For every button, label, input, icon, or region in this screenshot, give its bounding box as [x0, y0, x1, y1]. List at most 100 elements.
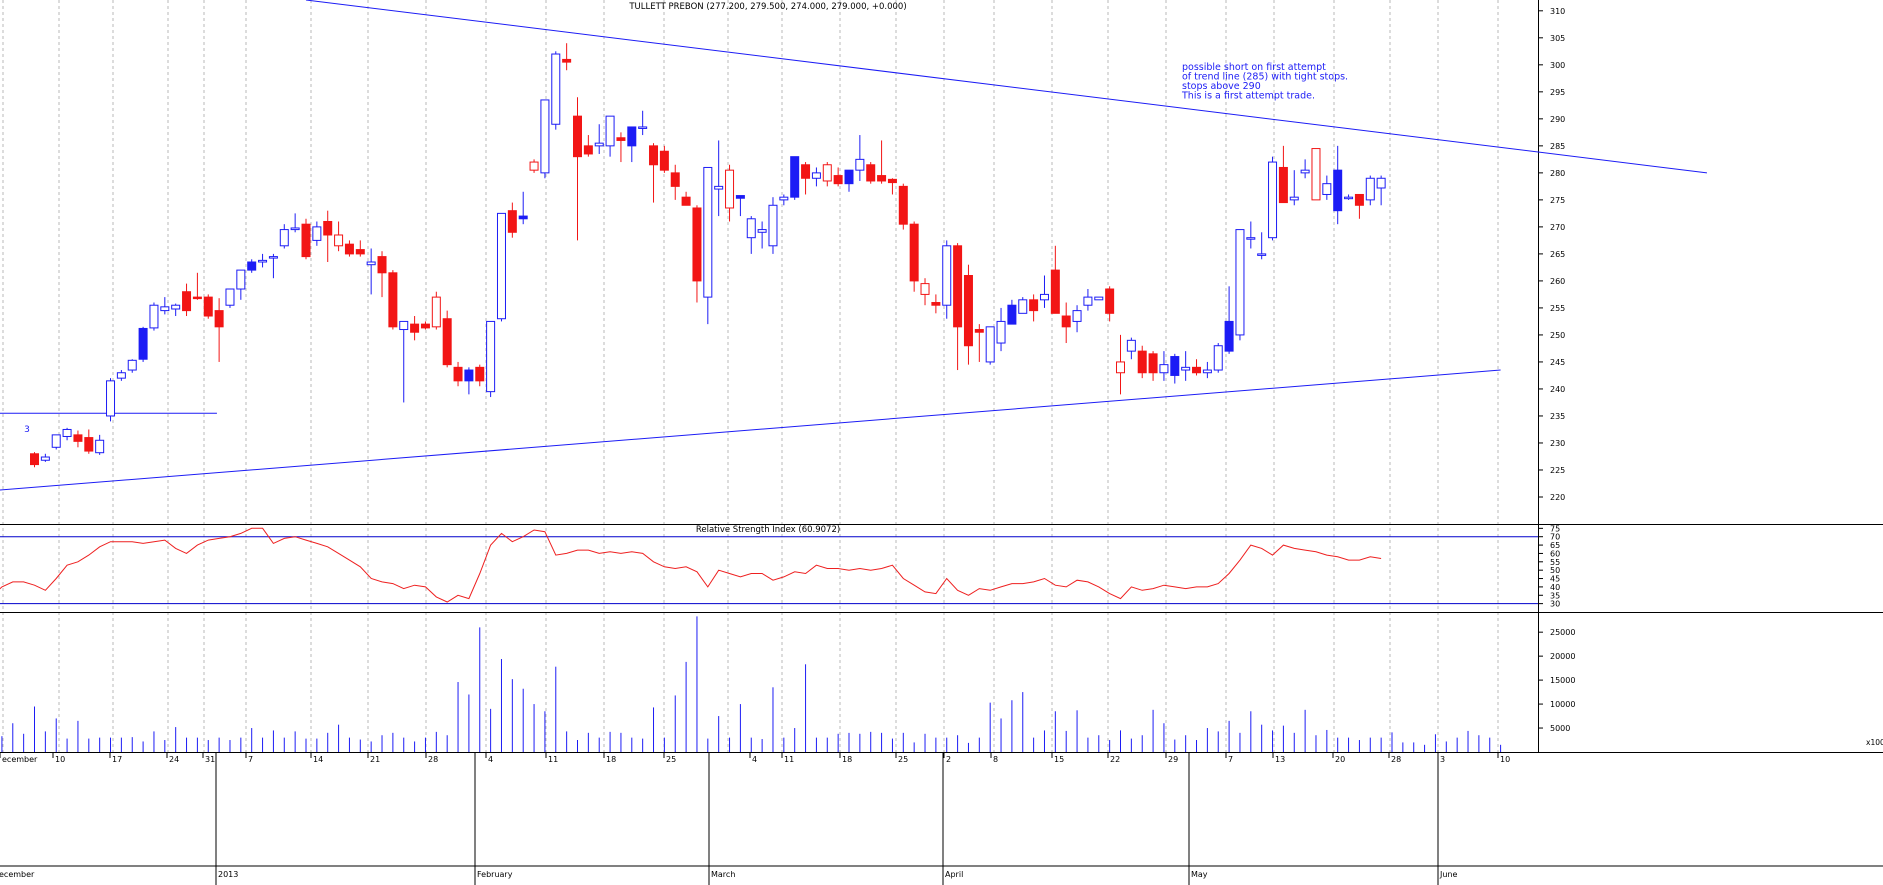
candle — [214, 298, 224, 362]
candle-body — [431, 296, 441, 328]
x-axis: ecember 10 17 24 31 7 14 21 28 4 11 18 25 4 11 18 25 2 8 15… — [0, 752, 1883, 885]
candle — [779, 194, 789, 206]
y-tick-label: 45 — [1550, 575, 1560, 584]
candle — [1311, 148, 1321, 201]
candle-body — [996, 320, 1006, 344]
candle-body — [1202, 369, 1212, 374]
candle — [507, 202, 517, 238]
candle — [931, 294, 941, 314]
x-tick-label: 28 — [428, 755, 438, 764]
rsi-line — [0, 527, 1382, 603]
candle — [486, 320, 496, 398]
volume-y-axis: 5000 10000 15000 20000 25000 — [1538, 628, 1575, 733]
candle-body — [692, 207, 702, 282]
candle-body — [1148, 353, 1158, 374]
candle — [974, 324, 984, 362]
candle-body — [247, 261, 257, 271]
candle-body — [573, 115, 582, 158]
candle-body — [106, 380, 116, 417]
candle-body — [1376, 177, 1386, 189]
candle-body — [920, 283, 930, 295]
candle-body — [887, 178, 897, 184]
candle — [312, 221, 322, 246]
y-tick-label: 275 — [1550, 196, 1565, 205]
candle — [649, 143, 659, 203]
y-tick-label: 285 — [1550, 142, 1565, 151]
candle-body — [877, 175, 887, 182]
y-tick-label: 235 — [1550, 412, 1565, 421]
candle — [453, 361, 463, 387]
candle — [996, 307, 1006, 352]
candle-body — [963, 275, 973, 347]
y-tick-label: 5000 — [1550, 724, 1570, 733]
candle-body — [1007, 304, 1017, 325]
candle — [1116, 334, 1125, 395]
candle-body — [974, 329, 984, 333]
candle — [344, 240, 354, 257]
annotation-line: stops above 290 — [1182, 81, 1261, 92]
x-tick-label: 11 — [548, 755, 558, 764]
candle — [1333, 145, 1343, 225]
candle — [1170, 353, 1180, 384]
annotation-number: 3 — [24, 425, 30, 435]
candle — [301, 218, 311, 260]
candle — [540, 99, 550, 179]
y-tick-label: 60 — [1550, 549, 1560, 558]
annotation-line: possible short on first attempt — [1182, 62, 1326, 73]
candle-body — [833, 175, 843, 185]
candle-body — [1300, 169, 1310, 174]
candle — [171, 303, 181, 317]
candle-body — [236, 269, 246, 290]
candle-body — [420, 323, 430, 329]
candle-body — [1246, 237, 1256, 240]
candle-body — [323, 220, 333, 236]
candle-body — [62, 428, 72, 437]
candle-body — [768, 204, 778, 247]
candle — [909, 221, 919, 292]
candle — [735, 195, 745, 217]
candle — [1300, 159, 1310, 179]
month-label: ecember — [0, 870, 35, 879]
candle — [1007, 299, 1017, 325]
candle-body — [931, 302, 941, 306]
candle — [833, 167, 843, 187]
candle — [1322, 175, 1332, 200]
candle — [681, 191, 691, 206]
y-tick-label: 265 — [1550, 250, 1565, 259]
candle-body — [1050, 269, 1060, 314]
candle — [51, 434, 61, 450]
candle-body — [551, 53, 561, 125]
candle — [62, 427, 72, 441]
candle — [377, 251, 387, 298]
candle — [866, 162, 876, 184]
y-tick-label: 270 — [1550, 223, 1565, 232]
candle-body — [410, 323, 420, 333]
candle — [725, 164, 735, 222]
candle-body — [1018, 299, 1028, 314]
price-panel-title: TULLETT PREBON (277.200, 279.500, 274.00… — [628, 2, 906, 12]
month-label: April — [945, 870, 963, 879]
candle — [1072, 305, 1082, 333]
y-tick-label: 295 — [1550, 88, 1565, 97]
candle — [1148, 351, 1158, 381]
candle-body — [681, 196, 691, 206]
candle — [127, 359, 137, 373]
candle — [1354, 193, 1364, 219]
candle — [1029, 294, 1039, 322]
candle-body — [279, 229, 289, 247]
candle-body — [73, 434, 83, 442]
candle — [106, 378, 116, 422]
candle — [942, 240, 952, 319]
x-tick-label: 7 — [248, 755, 253, 764]
candle-body — [182, 291, 192, 312]
candle-body — [388, 272, 398, 328]
candle-body — [518, 215, 528, 220]
candle-body — [757, 229, 767, 233]
candle-body — [127, 359, 137, 371]
candle — [920, 278, 930, 306]
candle-body — [258, 259, 268, 263]
candle-body — [627, 126, 637, 147]
x-tick-label: 3 — [1440, 755, 1445, 764]
y-tick-label: 55 — [1550, 558, 1560, 567]
trendline — [305, 0, 1708, 174]
